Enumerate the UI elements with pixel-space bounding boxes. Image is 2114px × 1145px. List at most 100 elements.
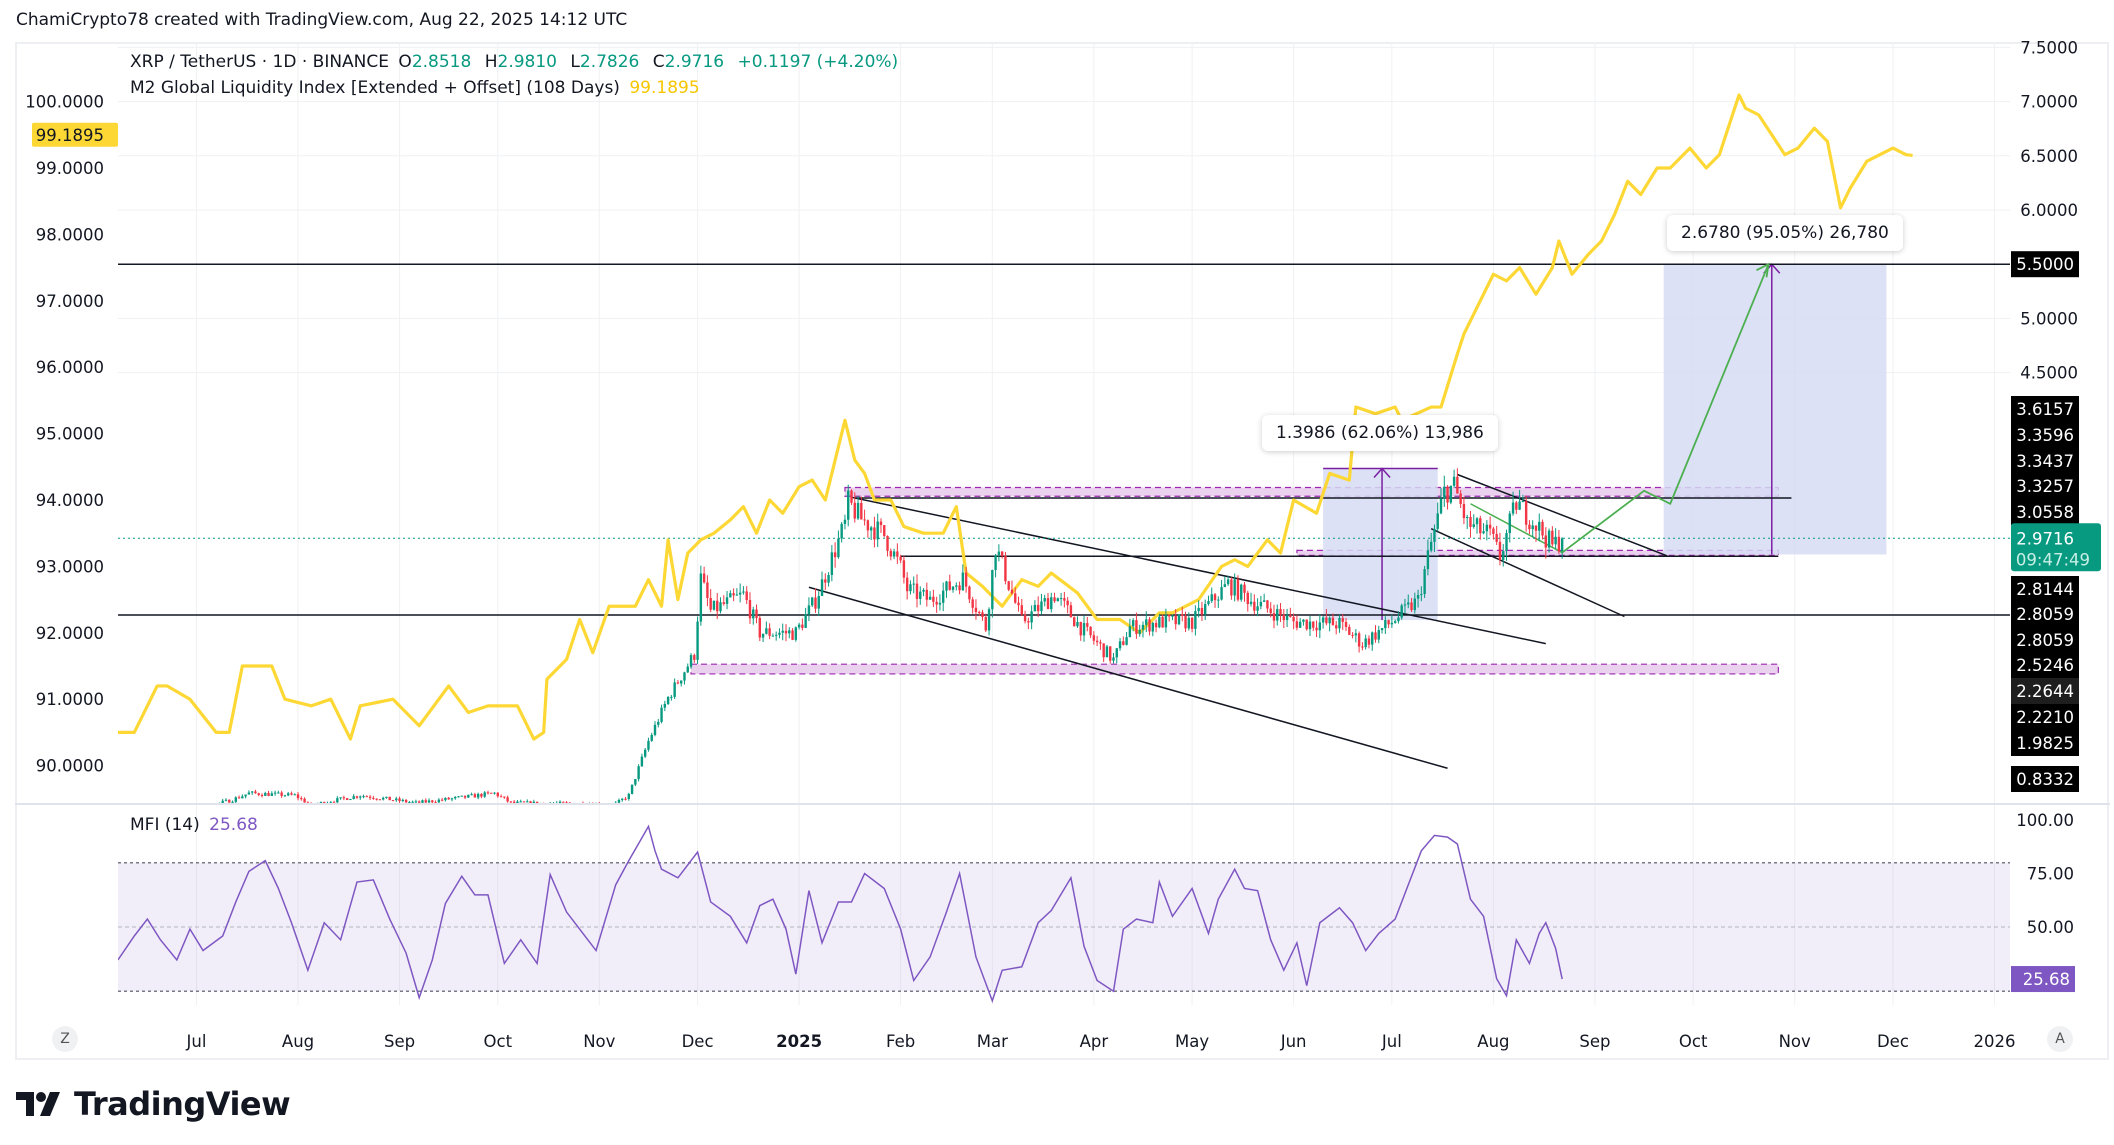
candle-body	[1338, 618, 1341, 629]
price-pane[interactable]	[117, 93, 2010, 811]
open-value: 2.8518	[411, 52, 472, 72]
candle-body	[1053, 597, 1056, 602]
candle-body	[869, 527, 873, 531]
candle-body	[1367, 638, 1371, 645]
candle-body	[1079, 621, 1082, 636]
candle-body	[817, 596, 820, 609]
candle-body	[850, 490, 853, 503]
candle-body	[1190, 617, 1194, 629]
candle-body	[257, 793, 260, 795]
candle-body	[1518, 501, 1521, 510]
candle-body	[1095, 640, 1099, 643]
indicator-legend[interactable]: M2 Global Liquidity Index [Extended + Of…	[130, 78, 704, 98]
candle-body	[1498, 541, 1502, 560]
candle-body	[935, 601, 938, 605]
candle-body	[323, 802, 326, 803]
candle-body	[892, 551, 896, 557]
candle-body	[512, 801, 516, 803]
candle-body	[653, 724, 657, 735]
candle-body	[287, 793, 290, 796]
candle-body	[1544, 535, 1547, 548]
candle-body	[208, 805, 210, 807]
candle-body	[608, 806, 610, 807]
candle-body	[1233, 579, 1236, 596]
time-axis-label: Feb	[886, 1032, 915, 1051]
time-axis-label: Sep	[1579, 1032, 1610, 1051]
candle-body	[886, 535, 889, 551]
auto-scale-button[interactable]: A	[2047, 1026, 2073, 1052]
candle-body	[372, 797, 375, 799]
price-level-label: 2.2644	[2016, 682, 2074, 701]
candle-body	[277, 792, 280, 794]
candle-body	[928, 596, 932, 600]
candle-body	[205, 805, 207, 808]
candle-body	[676, 682, 680, 684]
candle-body	[1151, 622, 1154, 632]
measure-label-1[interactable]: 1.3986 (62.06%) 13,986	[1262, 415, 1498, 451]
bar-countdown: 09:47:49	[2016, 550, 2090, 569]
candle-body	[978, 612, 981, 614]
high-label: H	[484, 52, 498, 72]
candle-body	[1050, 597, 1053, 610]
candle-body	[902, 560, 906, 578]
last-price-box	[2011, 523, 2101, 572]
candle-body	[1256, 606, 1259, 611]
candle-body	[221, 800, 224, 803]
candle-body	[1282, 614, 1285, 621]
price-level-box	[2011, 499, 2079, 525]
candle-body	[1302, 619, 1305, 622]
trend-line	[1457, 473, 1668, 557]
measure-label-2[interactable]: 2.6780 (95.05%) 26,780	[1667, 215, 1903, 251]
candle-body	[745, 591, 748, 601]
candle-body	[797, 624, 801, 628]
candle-body	[729, 593, 732, 598]
candle-body	[1502, 551, 1505, 560]
reset-zoom-button[interactable]: Z	[52, 1026, 78, 1052]
candle-body	[231, 801, 234, 803]
last-price-value: 2.9716	[2016, 529, 2074, 548]
candle-body	[345, 798, 349, 800]
candle-body	[1547, 530, 1551, 548]
candle-body	[1560, 538, 1564, 552]
candle-body	[738, 592, 742, 595]
candle-body	[647, 740, 650, 750]
mfi-legend[interactable]: MFI (14) 25.68	[130, 815, 262, 835]
candle-body	[509, 801, 513, 803]
candle-body	[1223, 584, 1227, 588]
candle-body	[1131, 620, 1135, 627]
candle-body	[1069, 605, 1073, 618]
candle-body	[1289, 615, 1292, 617]
candle-body	[801, 624, 804, 628]
symbol-legend[interactable]: XRP / TetherUS · 1D · BINANCE O2.8518 H2…	[130, 52, 902, 72]
candle-body	[873, 527, 876, 540]
candle-body	[404, 799, 408, 803]
candle-body	[562, 801, 565, 803]
candle-body	[496, 792, 499, 797]
candle-body	[506, 797, 509, 802]
candle-body	[1466, 516, 1469, 519]
candle-body	[176, 809, 178, 810]
mfi-value: 25.68	[209, 815, 258, 835]
candle-body	[1226, 579, 1230, 585]
candle-body	[408, 802, 411, 803]
candle-body	[133, 806, 135, 807]
candle-body	[159, 808, 161, 809]
candle-body	[1236, 579, 1240, 600]
candle-body	[617, 799, 621, 803]
candle-body	[444, 797, 447, 801]
candle-body	[1335, 625, 1338, 629]
candle-body	[866, 520, 870, 531]
time-axis-label: Jun	[1280, 1032, 1307, 1051]
candle-body	[925, 589, 929, 600]
candle-body	[1040, 601, 1043, 612]
candle-body	[254, 791, 257, 794]
candle-body	[414, 801, 418, 803]
candle-body	[948, 581, 951, 590]
mfi-pane[interactable]	[118, 824, 2010, 1004]
candle-body	[807, 605, 811, 615]
candle-body	[981, 612, 984, 617]
candle-body	[827, 574, 830, 583]
tradingview-logo[interactable]: TradingView	[16, 1085, 291, 1123]
candle-body	[260, 794, 264, 796]
